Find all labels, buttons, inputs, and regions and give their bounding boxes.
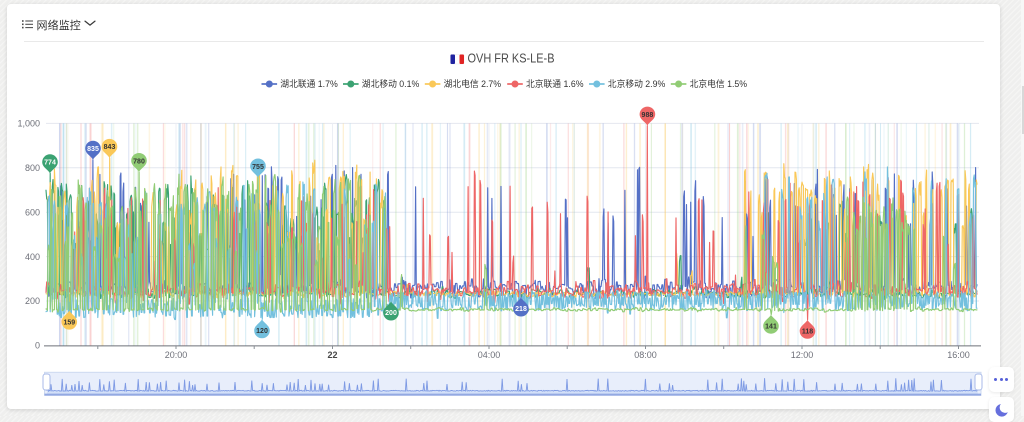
svg-text:20:00: 20:00: [165, 350, 188, 360]
svg-text:200: 200: [385, 310, 397, 317]
svg-text:774: 774: [44, 160, 56, 167]
svg-text:湖北移动 0.1%: 湖北移动 0.1%: [362, 78, 420, 89]
svg-text:843: 843: [104, 144, 116, 151]
svg-text:600: 600: [25, 207, 40, 217]
svg-text:400: 400: [25, 252, 40, 262]
svg-text:988: 988: [642, 112, 654, 119]
svg-text:北京联通 1.6%: 北京联通 1.6%: [526, 78, 584, 89]
svg-text:1,000: 1,000: [17, 119, 40, 129]
svg-text:159: 159: [63, 319, 75, 326]
svg-text:22: 22: [327, 350, 337, 360]
svg-text:08:00: 08:00: [634, 350, 657, 360]
svg-text:200: 200: [25, 296, 40, 306]
svg-text:800: 800: [25, 163, 40, 173]
svg-text:780: 780: [133, 158, 145, 165]
svg-text:湖北联通 1.7%: 湖北联通 1.7%: [280, 79, 338, 89]
svg-text:12:00: 12:00: [791, 350, 814, 360]
svg-text:755: 755: [252, 164, 264, 171]
svg-text:16:00: 16:00: [947, 350, 970, 360]
svg-text:湖北电信 2.7%: 湖北电信 2.7%: [444, 78, 502, 89]
svg-text:OVH FR KS-LE-B: OVH FR KS-LE-B: [468, 52, 555, 66]
svg-text:北京电信 1.5%: 北京电信 1.5%: [690, 78, 748, 89]
svg-text:118: 118: [802, 329, 813, 336]
svg-text:120: 120: [256, 328, 268, 335]
svg-text:0: 0: [35, 341, 40, 351]
svg-text:141: 141: [765, 323, 777, 330]
svg-text:835: 835: [87, 146, 99, 153]
svg-text:04:00: 04:00: [478, 350, 501, 360]
svg-text:北京移动 2.9%: 北京移动 2.9%: [608, 78, 666, 89]
svg-text:218: 218: [515, 306, 527, 313]
